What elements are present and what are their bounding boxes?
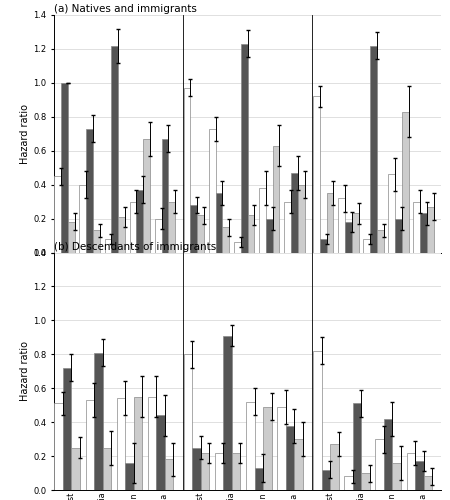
Bar [353, 404, 361, 490]
Bar [338, 198, 345, 252]
Bar [313, 96, 320, 252]
Bar [415, 461, 423, 490]
Bar [209, 128, 216, 252]
Y-axis label: Hazard ratio: Hazard ratio [20, 341, 30, 401]
Bar [395, 218, 402, 252]
Bar [134, 396, 142, 490]
Bar [94, 352, 103, 490]
Text: 1960–79: 1960–79 [228, 338, 267, 347]
Bar [384, 418, 392, 490]
Bar [344, 476, 353, 490]
Bar [327, 193, 333, 252]
Bar [284, 202, 291, 252]
Bar [216, 193, 222, 252]
Bar [413, 202, 420, 252]
Bar [313, 351, 322, 490]
Text: (a) Natives and immigrants: (a) Natives and immigrants [54, 4, 197, 14]
Bar [222, 227, 229, 252]
Bar [165, 460, 173, 490]
Text: (b) Descendants of immigrants: (b) Descendants of immigrants [54, 242, 216, 252]
Bar [184, 88, 190, 252]
Bar [192, 448, 201, 490]
Bar [144, 139, 150, 252]
Bar [241, 44, 248, 253]
Bar [168, 202, 175, 252]
Bar [215, 452, 224, 490]
Bar [345, 222, 351, 252]
Bar [80, 184, 86, 252]
Text: 1980–2003: 1980–2003 [351, 338, 402, 347]
Bar [54, 404, 63, 490]
Bar [363, 239, 370, 252]
Bar [273, 146, 279, 252]
Bar [63, 368, 72, 490]
Bar [402, 112, 409, 252]
Bar [86, 400, 94, 490]
Bar [286, 426, 294, 490]
Bar [246, 402, 255, 490]
Bar [423, 476, 432, 490]
Bar [130, 202, 136, 252]
Bar [190, 205, 197, 252]
Bar [406, 452, 415, 490]
Bar [370, 46, 377, 253]
Bar [68, 222, 75, 252]
Bar [224, 336, 232, 490]
Bar [234, 242, 241, 252]
Bar [201, 452, 209, 490]
Bar [54, 176, 61, 252]
Bar [298, 184, 305, 252]
Bar [427, 206, 434, 252]
Bar [184, 354, 192, 490]
Bar [197, 215, 204, 252]
Bar [155, 218, 162, 252]
Bar [291, 173, 298, 252]
Text: 1940–59: 1940–59 [99, 338, 138, 347]
Bar [232, 452, 240, 490]
Bar [263, 407, 271, 490]
Bar [266, 218, 273, 252]
Bar [277, 407, 286, 490]
Bar [118, 217, 125, 252]
Bar [420, 214, 427, 252]
Bar [72, 448, 80, 490]
Bar [148, 396, 157, 490]
Bar [61, 83, 68, 252]
Bar [294, 439, 303, 490]
Bar [259, 188, 266, 252]
Bar [392, 463, 401, 490]
Bar [104, 239, 112, 252]
Bar [322, 470, 330, 490]
Bar [125, 463, 134, 490]
Bar [351, 214, 359, 252]
Bar [388, 174, 395, 252]
Bar [157, 416, 165, 490]
Bar [255, 468, 263, 490]
Bar [361, 473, 370, 490]
Bar [103, 448, 111, 490]
Y-axis label: Hazard ratio: Hazard ratio [20, 104, 30, 164]
Bar [86, 128, 93, 252]
Bar [162, 139, 168, 252]
Bar [117, 398, 125, 490]
Bar [375, 439, 384, 490]
Bar [330, 444, 338, 490]
Bar [320, 239, 327, 252]
Bar [248, 215, 254, 252]
Bar [112, 46, 118, 253]
Bar [377, 230, 383, 252]
Legend: Cohabitation, Marriage, Birth: Cohabitation, Marriage, Birth [167, 382, 328, 390]
Bar [93, 230, 100, 252]
Bar [136, 190, 144, 252]
